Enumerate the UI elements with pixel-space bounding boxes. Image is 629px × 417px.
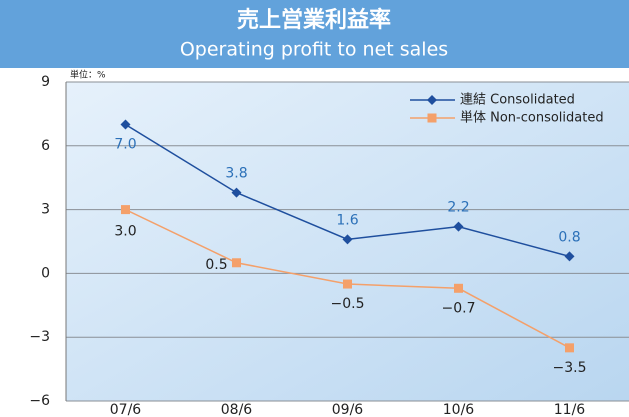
x-tick-label: 09/6 — [332, 402, 364, 417]
marker — [565, 343, 574, 353]
x-tick-label: 10/6 — [443, 402, 475, 417]
x-tick-label: 07/6 — [110, 402, 142, 417]
chart-subtitle: Operating profit to net sales — [180, 39, 448, 61]
marker — [232, 258, 241, 268]
data-label: 7.0 — [114, 137, 136, 153]
data-label: 2.2 — [447, 200, 469, 216]
data-label: 0.5 — [205, 257, 227, 273]
data-label: 0.8 — [558, 229, 580, 245]
data-label: −3.5 — [553, 360, 587, 376]
marker — [120, 119, 131, 130]
unit-label: 単位：% — [70, 69, 106, 81]
data-label: 3.8 — [225, 166, 247, 182]
marker — [454, 283, 463, 293]
data-label: 3.0 — [114, 224, 136, 240]
y-tick-label: 9 — [41, 74, 50, 90]
marker — [453, 221, 464, 232]
chart-title: 売上営業利益率 — [237, 7, 391, 33]
y-tick-label: 3 — [41, 202, 50, 218]
legend-label: 連結 Consolidated — [460, 93, 575, 108]
x-tick-label: 08/6 — [221, 402, 253, 417]
data-label: 1.6 — [336, 212, 358, 228]
marker — [427, 113, 437, 123]
y-tick-label: −3 — [29, 329, 50, 345]
legend-label: 単体 Non-consolidated — [460, 110, 604, 126]
legend: 連結 Consolidated 単体 Non-consolidated — [410, 93, 604, 126]
y-tick-label: −6 — [29, 393, 50, 409]
y-tick-label: 0 — [41, 265, 50, 281]
data-label: −0.7 — [442, 300, 476, 316]
y-tick-label: 6 — [41, 138, 50, 154]
plot: −6 −3 0 3 6 9 07/6 08/6 09/6 10/6 11/6 7.0 3.8 1.6 2.2… — [29, 74, 629, 417]
marker — [342, 234, 353, 245]
header-band — [0, 0, 629, 68]
marker — [121, 205, 130, 215]
data-label: −0.5 — [331, 296, 365, 312]
marker — [427, 95, 437, 105]
x-tick-label: 11/6 — [554, 402, 586, 417]
marker — [564, 251, 575, 262]
marker — [231, 187, 242, 198]
marker — [343, 279, 352, 289]
